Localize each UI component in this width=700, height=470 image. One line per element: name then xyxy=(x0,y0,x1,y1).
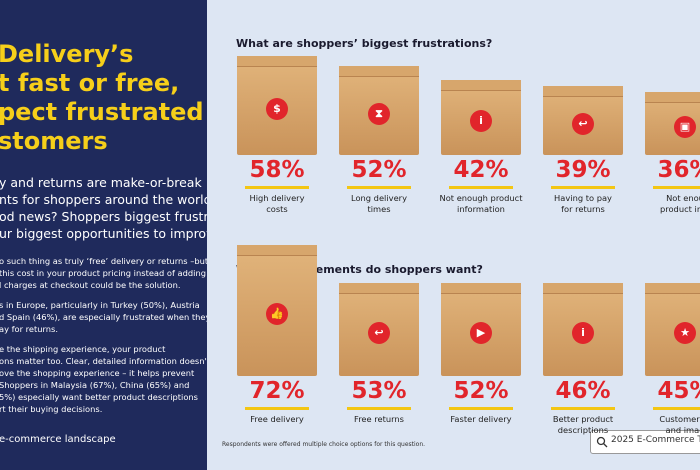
title-line: stomers xyxy=(0,127,108,155)
box: 👍 xyxy=(237,245,317,376)
intro-line: ur biggest opportunities to improve. xyxy=(0,226,207,241)
paragraph-line: this cost in your product pricing instea… xyxy=(0,268,206,278)
intro-line: od news? Shoppers biggest frustrations xyxy=(0,209,207,224)
title-line: t fast or free, xyxy=(0,69,180,97)
paragraph-line: s in Europe, particularly in Turkey (50%… xyxy=(0,300,200,310)
paragraph-line: 5%) especially want better product descr… xyxy=(0,392,198,402)
underline xyxy=(347,186,411,189)
percent: 58% xyxy=(249,157,305,183)
box: i xyxy=(441,80,521,155)
item-label: Having to pay xyxy=(554,193,612,203)
paragraph-line: e the shipping experience, your product xyxy=(0,344,166,354)
underline xyxy=(347,407,411,410)
box: ⧗ xyxy=(339,66,419,155)
search-box[interactable]: 2025 E-Commerce Trends xyxy=(590,430,700,454)
icon: i xyxy=(470,109,492,132)
paragraph-line: ons matter too. Clear, detailed informat… xyxy=(0,356,207,366)
intro-line: nts for shoppers around the world. But xyxy=(0,192,207,207)
underline xyxy=(245,186,309,189)
box: ▣ xyxy=(645,92,700,155)
title-line: Delivery’s xyxy=(0,40,134,68)
icon: i xyxy=(572,321,594,344)
intro-line: y and returns are make-or-break xyxy=(0,175,202,190)
item-label: and imag xyxy=(665,425,700,435)
item-label: product ima xyxy=(659,204,700,214)
item-label: Free returns xyxy=(354,414,404,424)
box: ▶ xyxy=(441,283,521,376)
percent: 72% xyxy=(249,378,305,404)
icon: ↩ xyxy=(368,321,390,344)
underline xyxy=(551,186,615,189)
item-label: Faster delivery xyxy=(450,414,512,424)
box: ★ xyxy=(645,283,700,376)
left-panel: Delivery’s t fast or free, pect frustrated… xyxy=(0,0,207,470)
percent: 46% xyxy=(555,378,611,404)
item-label: Free delivery xyxy=(250,414,304,424)
icon: ▣ xyxy=(674,115,696,138)
footnote: Respondents were offered multiple choice… xyxy=(222,441,426,448)
item-label: times xyxy=(367,204,391,214)
title-line: pect frustrated xyxy=(0,98,204,126)
box: $ xyxy=(237,56,317,155)
paragraph-line: d Spain (46%), are especially frustrated… xyxy=(0,312,207,322)
percent: 39% xyxy=(555,157,611,183)
underline xyxy=(245,407,309,410)
underline xyxy=(551,407,615,410)
percent: 45% xyxy=(657,378,700,404)
box: ↩ xyxy=(339,283,419,376)
percent: 42% xyxy=(453,157,509,183)
item-label: Not enough product xyxy=(439,193,523,203)
underline xyxy=(653,186,700,189)
item-label: costs xyxy=(266,204,288,214)
underline xyxy=(449,186,513,189)
item-label: for returns xyxy=(561,204,605,214)
paragraph-line: rt their buying decisions. xyxy=(0,404,103,414)
item-label: descriptions xyxy=(557,425,609,435)
section-heading: What are shoppers’ biggest frustrations? xyxy=(236,37,493,50)
search-icon xyxy=(596,436,608,448)
item-label: Better product xyxy=(552,414,614,424)
percent: 52% xyxy=(453,378,509,404)
icon: 👍 xyxy=(266,302,288,325)
paragraph-line: l charges at checkout could be the solut… xyxy=(0,280,181,290)
percent: 36% xyxy=(657,157,700,183)
search-text: 2025 E-Commerce Trends xyxy=(611,435,700,445)
icon: ★ xyxy=(674,321,696,344)
box: ↩ xyxy=(543,86,623,155)
box: i xyxy=(543,283,623,376)
item-label: Customer re xyxy=(659,414,700,424)
icon: ▶ xyxy=(470,321,492,344)
item-label: High delivery xyxy=(249,193,305,203)
icon: ↩ xyxy=(572,112,594,135)
underline xyxy=(653,407,700,410)
item-label: information xyxy=(457,204,505,214)
left-footer: e-commerce landscape xyxy=(0,434,116,445)
paragraph-line: o such thing as truly ‘free’ delivery or… xyxy=(0,256,207,266)
icon: $ xyxy=(266,97,288,120)
icon: ⧗ xyxy=(368,102,390,125)
underline xyxy=(449,407,513,410)
item-label: Long delivery xyxy=(350,193,408,203)
percent: 53% xyxy=(351,378,407,404)
item-label: Not enou xyxy=(666,193,700,203)
percent: 52% xyxy=(351,157,407,183)
paragraph-line: ove the shopping experience – it helps p… xyxy=(0,368,195,378)
paragraph-line: Shoppers in Malaysia (67%), China (65%) … xyxy=(0,380,190,390)
paragraph-line: ay for returns. xyxy=(0,324,59,334)
